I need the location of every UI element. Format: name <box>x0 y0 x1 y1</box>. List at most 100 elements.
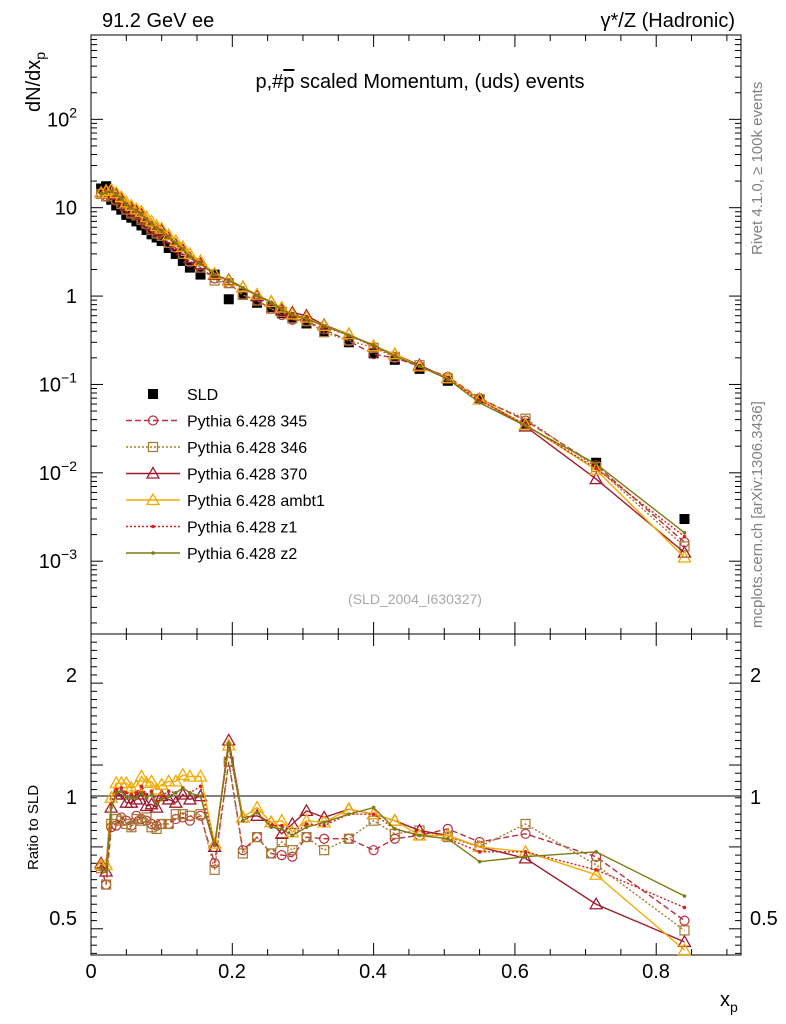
ratio-ytick-right-2: 2 <box>750 665 761 687</box>
ratio-point <box>170 809 181 820</box>
ratio-point <box>594 850 598 854</box>
data-point <box>93 185 109 199</box>
header-energy: 91.2 GeV ee <box>102 10 214 32</box>
rivet-version-label: Rivet 4.1.0, ≥ 100k events <box>749 82 766 255</box>
legend-entry: Pythia 6.428 346 <box>126 440 307 457</box>
main-y-axis-label: dN/dxp <box>23 52 48 112</box>
main-axis-ticks <box>90 34 741 634</box>
data-point <box>195 269 206 280</box>
ratio-point <box>251 831 263 843</box>
ratio-point <box>134 769 149 782</box>
ratio-point <box>129 779 144 792</box>
ratio-point <box>154 802 159 807</box>
ratio-point <box>319 845 330 856</box>
ratio-point <box>181 786 185 790</box>
ratio-point <box>266 848 277 859</box>
data-point <box>368 348 379 359</box>
legend-label: Pythia 6.428 345 <box>187 414 307 431</box>
ratio-point <box>124 795 139 808</box>
data-point <box>414 363 425 374</box>
data-point <box>276 308 287 319</box>
ratio-point <box>144 792 149 797</box>
main-series-group <box>93 181 692 563</box>
data-point <box>393 354 397 358</box>
ratio-point <box>304 822 309 826</box>
ratio-point <box>677 934 692 948</box>
mcplots-reference-label: mcplots.cern.ch [arXiv:1306.3436] <box>749 401 766 628</box>
data-point <box>124 202 129 207</box>
ratio-point <box>119 789 124 794</box>
data-point <box>589 462 604 476</box>
legend-label: Pythia 6.428 370 <box>187 467 307 484</box>
data-point <box>139 212 144 217</box>
data-point <box>343 337 354 348</box>
ratio-point <box>237 848 249 859</box>
ratio-point <box>477 859 482 864</box>
ratio-point <box>477 850 482 854</box>
ratio-point <box>177 809 188 820</box>
data-point <box>134 209 139 214</box>
ratio-series-pythia-6-428-346 <box>96 756 690 936</box>
ratio-point <box>319 833 330 844</box>
ratio-point <box>98 864 114 877</box>
data-point <box>104 190 108 195</box>
data-point <box>119 196 124 201</box>
main-panel-frame <box>90 34 742 635</box>
data-point <box>223 294 234 305</box>
ratio-point <box>279 827 284 831</box>
ratio-point <box>173 791 178 795</box>
data-point <box>241 286 245 290</box>
ratio-point <box>114 791 119 795</box>
ratio-point <box>129 792 134 797</box>
data-point <box>170 248 181 259</box>
data-point <box>237 288 248 299</box>
ratio-point <box>269 825 273 830</box>
ratio-point <box>371 812 376 816</box>
ratio-point <box>589 896 604 910</box>
series-pythia-6-428-345 <box>96 188 690 548</box>
ratio-point <box>141 812 152 823</box>
ratio-point <box>198 794 203 798</box>
ratio-point <box>523 850 528 854</box>
data-point <box>682 534 687 539</box>
ratio-line <box>100 761 685 922</box>
ratio-ytick-right-0.5: 0.5 <box>750 908 778 930</box>
ratio-point <box>149 789 154 794</box>
series-line <box>100 192 685 543</box>
data-point <box>594 462 598 466</box>
ratio-point <box>149 800 164 813</box>
ratio-point <box>393 827 397 831</box>
ratio-point <box>139 791 144 795</box>
data-point <box>226 278 231 283</box>
legend-entry: SLD <box>148 387 218 404</box>
ratio-point <box>119 786 124 790</box>
ratio-point <box>520 828 531 839</box>
ratio-point <box>159 794 164 798</box>
legend-label: Pythia 6.428 ambt1 <box>187 493 325 510</box>
ratio-point <box>255 810 259 815</box>
ratio-point <box>156 818 167 830</box>
data-point <box>594 466 598 471</box>
xtick-0.6: 0.6 <box>501 961 529 983</box>
ratio-point <box>104 869 108 874</box>
ratio-point <box>304 825 309 830</box>
plot-title: p,#p scaled Momentum, (uds) events <box>255 71 584 93</box>
ratio-point <box>144 774 159 787</box>
x-axis-label: xp <box>720 989 738 1015</box>
data-point <box>182 250 198 264</box>
legend-marker <box>151 551 155 555</box>
ratio-point <box>343 833 354 844</box>
data-point <box>212 272 217 277</box>
data-point <box>679 514 690 525</box>
ratio-point <box>134 791 139 795</box>
ratio-point <box>285 816 300 830</box>
ratio-point <box>207 836 222 849</box>
ratio-point <box>523 854 528 859</box>
data-point <box>159 229 164 234</box>
data-point <box>301 318 312 329</box>
xtick-0.2: 0.2 <box>218 961 246 983</box>
ratio-point <box>154 777 169 790</box>
data-point <box>163 242 174 253</box>
data-point <box>371 343 376 347</box>
data-point <box>188 254 192 259</box>
